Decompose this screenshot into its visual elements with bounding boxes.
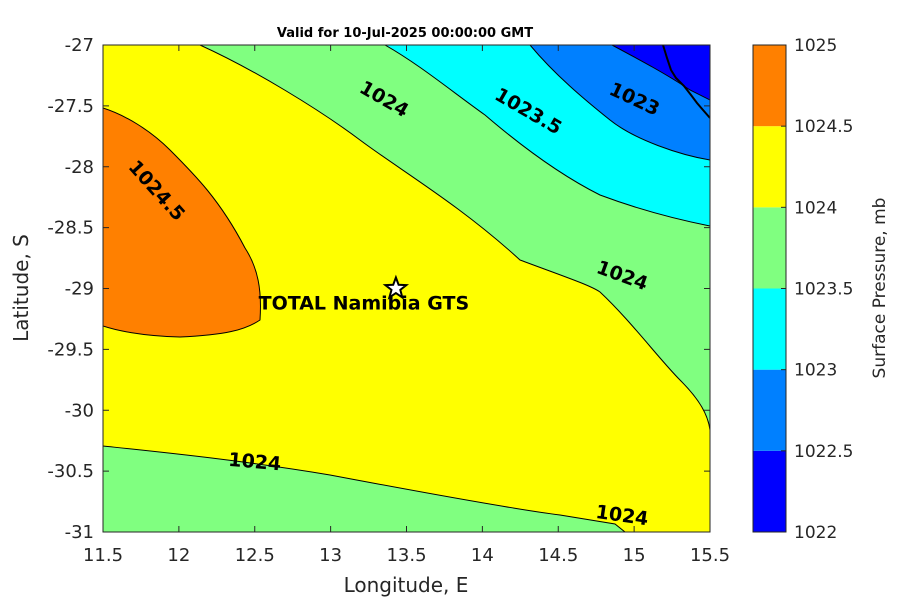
colorbar-segment [753, 369, 786, 451]
x-axis-ticks: 11.5 12 12.5 13 13.5 14 14.5 15 15.5 [83, 45, 730, 566]
band-1023_5-south [103, 445, 626, 532]
x-tick-label: 12.5 [235, 545, 275, 566]
y-tick-label: -29.5 [47, 339, 94, 360]
y-tick-label: -28 [65, 157, 94, 178]
x-tick-label: 11.5 [83, 545, 123, 566]
colorbar-tick-label: 1023 [794, 361, 837, 381]
y-axis-ticks: -27 -27.5 -28 -28.5 -29 -29.5 -30 -30.5 -31 [47, 35, 710, 543]
colorbar-tick-label: 1022.5 [794, 442, 853, 462]
y-tick-label: -30.5 [47, 461, 94, 482]
y-tick-label: -28.5 [47, 218, 94, 239]
colorbar-tick-label: 1023.5 [794, 280, 853, 300]
chart-title: Valid for 10-Jul-2025 00:00:00 GMT [277, 26, 533, 41]
x-tick-label: 14 [471, 545, 494, 566]
colorbar-label: Surface Pressure, mb [870, 198, 890, 379]
band-1024_5-orange [103, 107, 261, 338]
colorbar-segment [753, 45, 786, 127]
x-tick-label: 13 [319, 545, 342, 566]
site-marker: TOTAL Namibia GTS [259, 274, 470, 315]
y-tick-label: -30 [65, 400, 94, 421]
coastline [662, 45, 710, 119]
colorbar-segment [753, 288, 786, 370]
contour-label: 1024 [227, 449, 282, 476]
x-axis-label: Longitude, E [344, 573, 469, 597]
colorbar-segment [753, 126, 786, 208]
y-tick-label: -27.5 [47, 96, 94, 117]
colorbar-segment [753, 450, 786, 532]
colorbar-tick-label: 1024.5 [794, 117, 853, 137]
x-tick-label: 15.5 [690, 545, 730, 566]
colorbar-tick-label: 1025 [794, 36, 837, 56]
site-label: TOTAL Namibia GTS [259, 293, 470, 315]
y-tick-label: -27 [65, 35, 94, 56]
x-tick-label: 14.5 [538, 545, 578, 566]
colorbar-tick-label: 1024 [794, 198, 837, 218]
x-tick-label: 13.5 [386, 545, 426, 566]
x-tick-label: 12 [167, 545, 190, 566]
y-tick-label: -31 [65, 522, 94, 543]
x-tick-label: 15 [623, 545, 646, 566]
colorbar: 1025 1024.5 1024 1023.5 1023 1022.5 1022 [752, 36, 853, 543]
colorbar-segment [753, 207, 786, 289]
colorbar-tick-label: 1022 [794, 523, 837, 543]
band-1022-darkblue [611, 45, 710, 101]
y-axis-label: Latitude, S [9, 234, 33, 342]
y-tick-label: -29 [65, 279, 94, 300]
star-icon [382, 274, 410, 300]
